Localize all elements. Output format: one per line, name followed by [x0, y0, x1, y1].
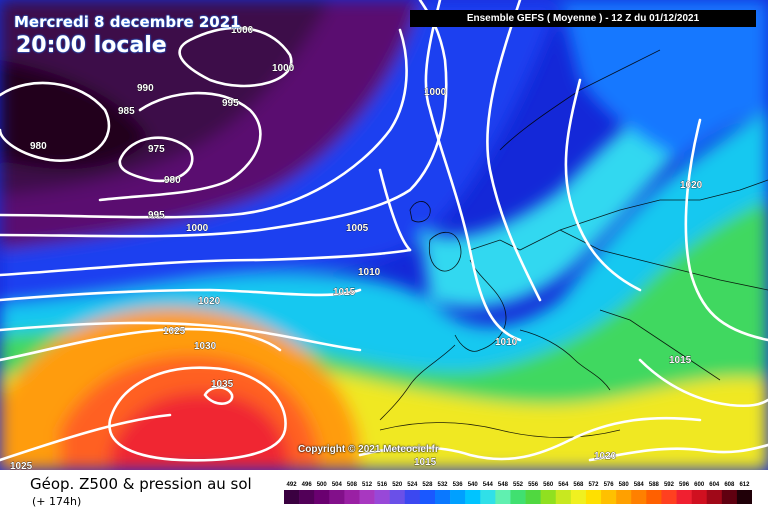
- colorbar-label: 528: [422, 482, 433, 488]
- isobar-label: 1035: [211, 379, 234, 390]
- colorbar-swatch: [329, 490, 345, 504]
- isobar-label: 1000: [231, 25, 254, 36]
- colorbar-label: 544: [483, 482, 494, 488]
- colorbar-label: 576: [604, 482, 615, 488]
- colorbar-label: 560: [543, 482, 554, 488]
- colorbar-swatch: [450, 490, 466, 504]
- model-run-label: Ensemble GEFS ( Moyenne ) - 12 Z du 01/1…: [410, 10, 756, 27]
- colorbar-swatch: [631, 490, 647, 504]
- isobars: [0, 0, 768, 462]
- colorbar-label: 508: [347, 482, 358, 488]
- colorbar-label: 600: [694, 482, 705, 488]
- forecast-date: Mercredi 8 decembre 2021: [14, 13, 241, 31]
- colorbar-label: 536: [453, 482, 464, 488]
- colorbar-swatch: [555, 490, 572, 504]
- colorbar-swatch: [661, 490, 677, 504]
- colorbar-label: 580: [619, 482, 630, 488]
- colorbar-swatch: [419, 490, 436, 504]
- weather-map: 1000 1000 990 985 995 980 975 980 995 10…: [0, 0, 768, 470]
- isobar-label: 1000: [272, 63, 295, 74]
- colorbar-label: 556: [528, 482, 539, 488]
- colorbar-label: 540: [468, 482, 479, 488]
- isobar-label: 1015: [333, 287, 356, 298]
- isobar-label: 995: [222, 98, 239, 109]
- colorbar-swatch: [359, 490, 375, 504]
- isobar-label: 1020: [198, 296, 221, 307]
- isobar-label: 1020: [594, 451, 617, 462]
- colorbar-label: 496: [302, 482, 313, 488]
- colorbar-label: 564: [558, 482, 569, 488]
- colorbar-label: 572: [588, 482, 599, 488]
- colorbar-swatch: [510, 490, 526, 504]
- colorbar-label: 532: [438, 482, 449, 488]
- colorbar-label: 596: [679, 482, 690, 488]
- isobar-label: 990: [137, 83, 154, 94]
- footer-legend: Géop. Z500 & pression au sol (+ 174h) 49…: [0, 470, 768, 512]
- colorbar-label: 604: [709, 482, 720, 488]
- colorbar-swatch: [284, 490, 300, 504]
- isobar-label: 1015: [414, 457, 437, 468]
- coastlines: [379, 49, 768, 438]
- colorbar-label: 524: [407, 482, 418, 488]
- colorbar-label: 520: [392, 482, 403, 488]
- colorbar-swatch: [299, 490, 315, 504]
- colorbar-swatch: [540, 490, 557, 504]
- isobar-label: 1005: [346, 223, 369, 234]
- colorbar: 492 496 500 504 508 512 516 520 524 528 532 536 540 5…: [284, 482, 752, 504]
- colorbar-label: 592: [664, 482, 675, 488]
- isobar-label: 985: [118, 106, 135, 117]
- colorbar-swatch: [585, 490, 602, 504]
- isobar-labels: 1000 1000 990 985 995 980 975 980 995 10…: [10, 25, 703, 470]
- colorbar-label: 504: [332, 482, 343, 488]
- isobar-label: 1000: [186, 223, 209, 234]
- colorbar-label: 500: [317, 482, 328, 488]
- isobar-label: 980: [164, 175, 181, 186]
- colorbar-swatch: [434, 490, 451, 504]
- isobar-label: 1025: [10, 461, 33, 470]
- colorbar-label: 512: [362, 482, 373, 488]
- colorbar-label: 588: [649, 482, 660, 488]
- isobar-label: 1000: [424, 87, 447, 98]
- colorbar-label: 568: [573, 482, 584, 488]
- forecast-local-time: 20:00 locale: [16, 33, 167, 58]
- forecast-lead-time: (+ 174h): [32, 495, 82, 508]
- isobar-label: 1030: [194, 341, 217, 352]
- colorbar-label: 608: [724, 482, 735, 488]
- isobar-label: 1020: [680, 180, 703, 191]
- colorbar-swatch: [601, 490, 617, 504]
- colorbar-swatch: [389, 490, 406, 504]
- colorbar-swatch: [706, 490, 723, 504]
- colorbar-swatch: [344, 490, 360, 504]
- colorbar-swatch: [480, 490, 496, 504]
- colorbar-label: 584: [634, 482, 645, 488]
- colorbar-label: 612: [739, 482, 750, 488]
- isobar-label: 980: [30, 141, 47, 152]
- colorbar-swatch: [570, 490, 587, 504]
- colorbar-swatch: [495, 490, 511, 504]
- copyright-text: Copyright © 2021 Meteociel.fr: [298, 444, 439, 455]
- colorbar-swatch: [736, 490, 752, 504]
- colorbar-swatch: [525, 490, 541, 504]
- colorbar-swatch: [404, 490, 421, 504]
- isobar-label: 975: [148, 144, 165, 155]
- colorbar-swatch: [721, 490, 738, 504]
- isobar-label: 1015: [669, 355, 692, 366]
- isobar-label: 995: [148, 210, 165, 221]
- colorbar-label: 548: [498, 482, 509, 488]
- isobar-label: 1010: [358, 267, 381, 278]
- colorbar-swatch: [646, 490, 662, 504]
- colorbar-label: 516: [377, 482, 388, 488]
- colorbar-swatch: [374, 490, 390, 504]
- colorbar-swatch: [616, 490, 632, 504]
- isobar-label: 1025: [163, 326, 186, 337]
- colorbar-swatch: [691, 490, 708, 504]
- colorbar-label: 552: [513, 482, 524, 488]
- isobar-label: 1010: [495, 337, 518, 348]
- colorbar-swatch: [676, 490, 692, 504]
- colorbar-swatch: [465, 490, 481, 504]
- colorbar-label: 492: [287, 482, 298, 488]
- map-parameter-title: Géop. Z500 & pression au sol: [30, 475, 252, 493]
- colorbar-swatch: [314, 490, 330, 504]
